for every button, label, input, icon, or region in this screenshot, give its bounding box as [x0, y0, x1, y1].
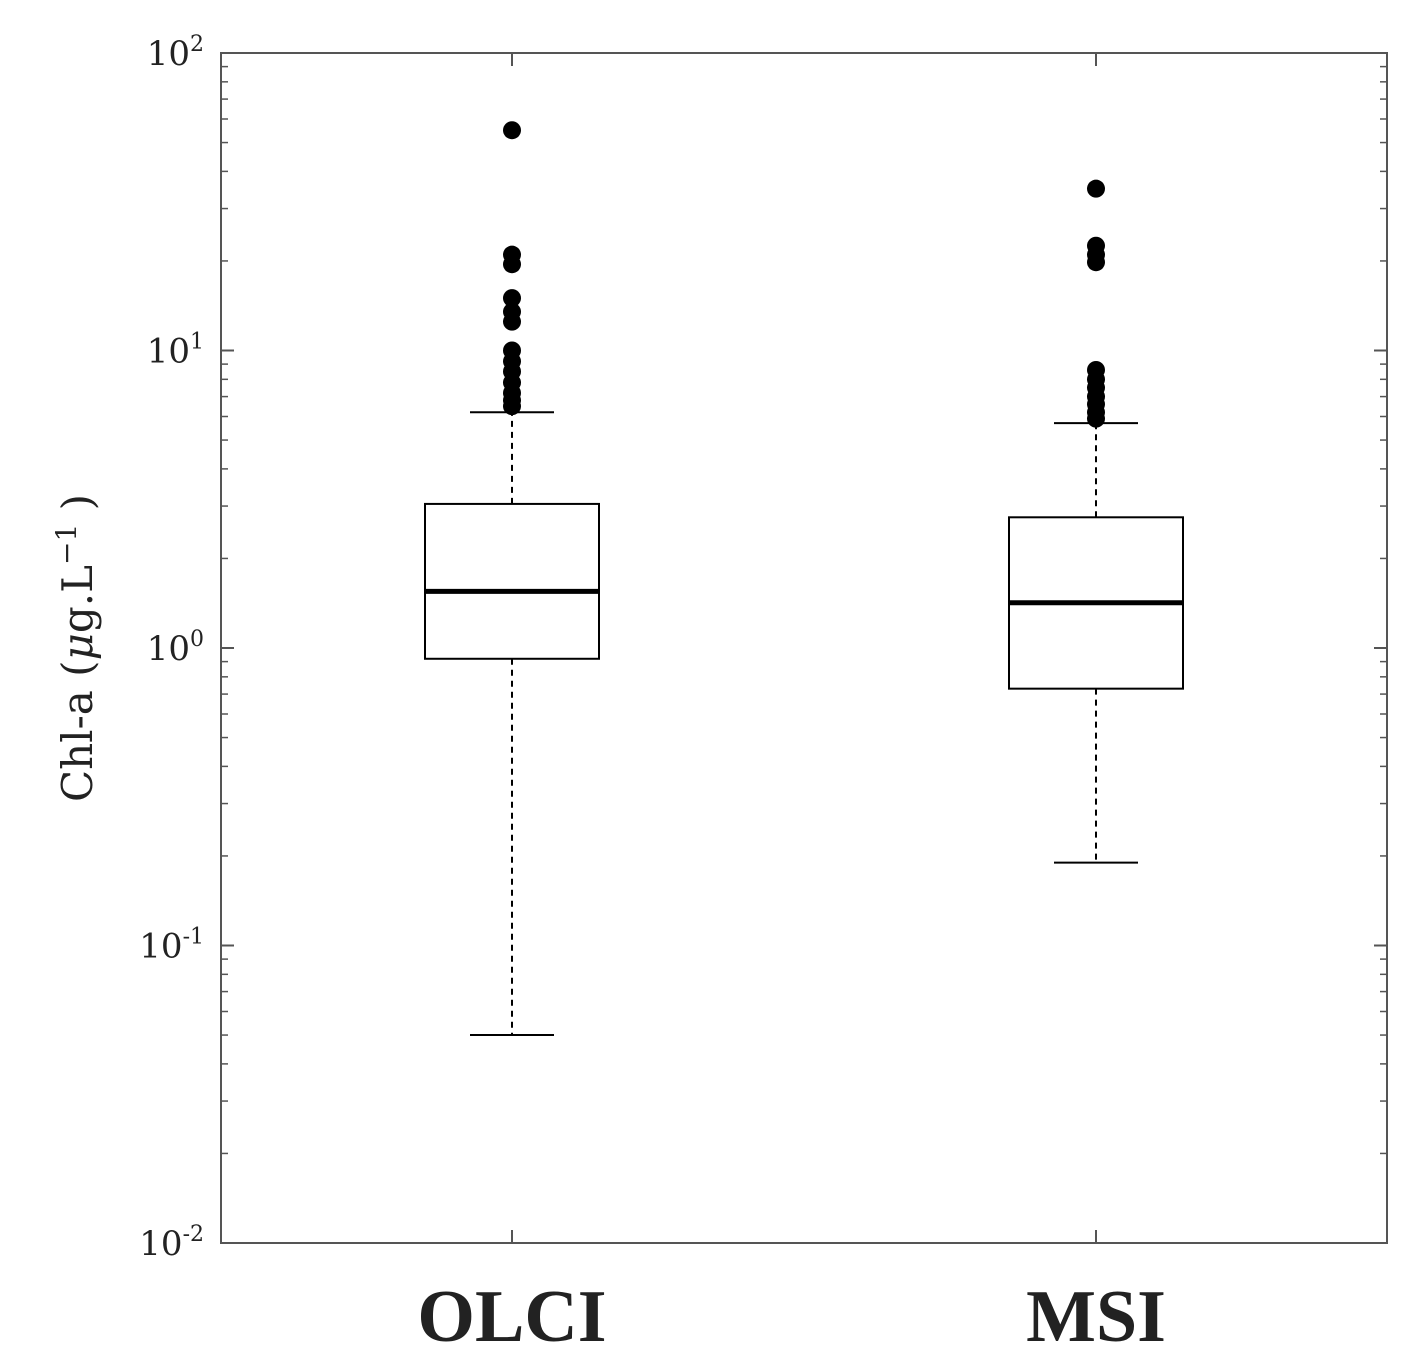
plot-frame	[220, 52, 1388, 1244]
y-axis-label-exponent: −1	[50, 524, 83, 565]
outlier-point	[503, 341, 521, 360]
outlier-point	[503, 302, 521, 321]
y-tick-label: 100	[147, 627, 204, 669]
outlier-point	[503, 245, 521, 264]
outlier-point	[1087, 360, 1105, 379]
y-axis-label-mu: μ	[53, 633, 102, 660]
y-tick-label-base: 10	[147, 629, 190, 669]
outlier-point	[1087, 179, 1105, 198]
outlier-point	[503, 289, 521, 308]
y-tick-label: 101	[147, 330, 204, 372]
boxes	[424, 121, 1184, 1037]
outlier-point	[503, 121, 521, 140]
y-axis-label-main: Chl-a	[53, 690, 102, 802]
x-category-label: MSI	[1026, 1276, 1166, 1358]
box-olci	[424, 121, 600, 1037]
y-tick-label-base: 10	[147, 332, 190, 372]
y-tick-label-exponent: 2	[190, 32, 204, 57]
y-tick-label-exponent: -1	[183, 925, 204, 950]
y-tick-label: 10-2	[139, 1222, 204, 1264]
y-tick-label-base: 10	[139, 1224, 182, 1264]
y-axis-label-unit: g.L	[53, 565, 102, 633]
iqr-box	[424, 502, 600, 660]
y-tick-label-exponent: 0	[190, 627, 204, 652]
y-tick-label-base: 10	[147, 34, 190, 74]
box-msi	[1008, 179, 1184, 864]
x-category-label: OLCI	[417, 1276, 606, 1358]
y-tick-label-exponent: -2	[183, 1222, 204, 1247]
y-axis-label: Chl-a (μg.L−1 )	[50, 494, 102, 802]
y-tick-label: 102	[147, 32, 204, 74]
y-tick-label: 10-1	[139, 925, 204, 967]
y-tick-label-base: 10	[139, 927, 182, 967]
outlier-point	[1087, 236, 1105, 255]
major-ticks	[221, 52, 1387, 1244]
minor-ticks	[221, 65, 1387, 1155]
y-tick-label-exponent: 1	[190, 330, 204, 355]
x-labels: OLCI MSI	[417, 1276, 1165, 1358]
